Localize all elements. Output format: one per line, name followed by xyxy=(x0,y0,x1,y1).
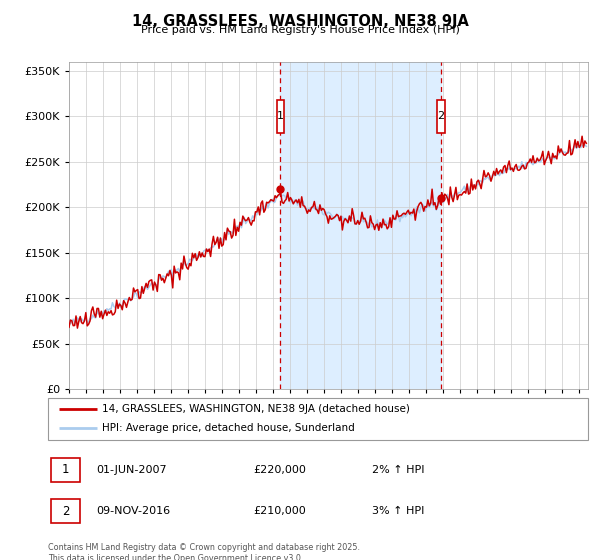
Text: 2: 2 xyxy=(437,111,445,121)
FancyBboxPatch shape xyxy=(277,100,284,133)
Text: 09-NOV-2016: 09-NOV-2016 xyxy=(97,506,171,516)
FancyBboxPatch shape xyxy=(50,499,80,524)
Text: 3% ↑ HPI: 3% ↑ HPI xyxy=(372,506,424,516)
Text: HPI: Average price, detached house, Sunderland: HPI: Average price, detached house, Sund… xyxy=(102,423,355,433)
Bar xyxy=(280,62,441,389)
Text: 01-JUN-2007: 01-JUN-2007 xyxy=(97,465,167,475)
Text: Price paid vs. HM Land Registry's House Price Index (HPI): Price paid vs. HM Land Registry's House … xyxy=(140,25,460,35)
Text: £220,000: £220,000 xyxy=(253,465,306,475)
Text: Contains HM Land Registry data © Crown copyright and database right 2025.
This d: Contains HM Land Registry data © Crown c… xyxy=(48,543,360,560)
FancyBboxPatch shape xyxy=(437,100,445,133)
Text: 1: 1 xyxy=(277,111,284,121)
Text: 2: 2 xyxy=(62,505,70,518)
FancyBboxPatch shape xyxy=(50,458,80,482)
Text: 2% ↑ HPI: 2% ↑ HPI xyxy=(372,465,425,475)
Text: 14, GRASSLEES, WASHINGTON, NE38 9JA: 14, GRASSLEES, WASHINGTON, NE38 9JA xyxy=(131,14,469,29)
Text: £210,000: £210,000 xyxy=(253,506,306,516)
Text: 1: 1 xyxy=(62,463,70,476)
Text: 14, GRASSLEES, WASHINGTON, NE38 9JA (detached house): 14, GRASSLEES, WASHINGTON, NE38 9JA (det… xyxy=(102,404,410,414)
